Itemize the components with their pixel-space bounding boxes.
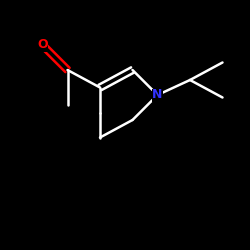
Text: N: N (152, 88, 163, 102)
Text: O: O (37, 38, 48, 52)
